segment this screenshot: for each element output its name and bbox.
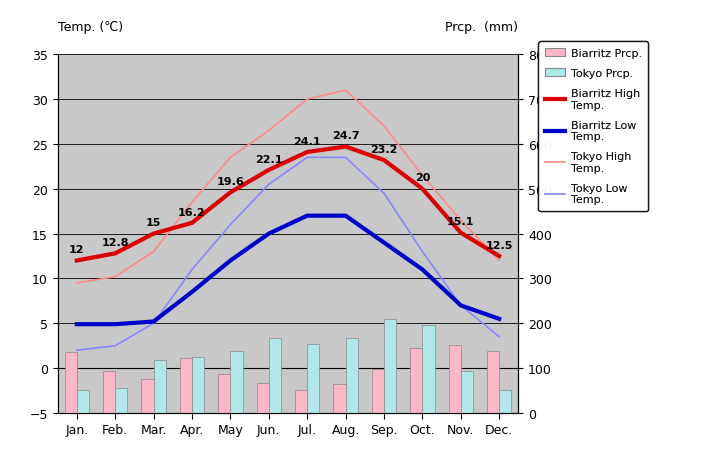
Bar	[372, 369, 384, 413]
Bar	[295, 390, 307, 413]
Text: 15.1: 15.1	[447, 217, 474, 227]
Bar	[141, 380, 153, 413]
Text: 12.8: 12.8	[102, 238, 129, 247]
Bar	[180, 358, 192, 413]
Text: Prcp.  (mm): Prcp. (mm)	[446, 21, 518, 34]
Bar	[410, 348, 423, 413]
Bar	[77, 390, 89, 413]
Text: 23.2: 23.2	[370, 145, 397, 154]
Bar	[384, 319, 396, 413]
Text: 12.5: 12.5	[485, 240, 513, 250]
Bar	[346, 338, 358, 413]
Legend: Biarritz Prcp., Tokyo Prcp., Biarritz High
Temp., Biarritz Low
Temp., Tokyo High: Biarritz Prcp., Tokyo Prcp., Biarritz Hi…	[539, 42, 649, 212]
Bar	[499, 390, 511, 413]
Text: 20: 20	[415, 173, 430, 183]
Text: 12: 12	[69, 245, 84, 255]
Bar	[256, 384, 269, 413]
Bar	[103, 371, 115, 413]
Text: Temp. (℃): Temp. (℃)	[58, 21, 122, 34]
Bar	[487, 351, 499, 413]
Bar	[218, 374, 230, 413]
Text: 24.1: 24.1	[293, 136, 321, 146]
Bar	[333, 384, 346, 413]
Bar	[423, 325, 435, 413]
Bar	[65, 352, 77, 413]
Text: 22.1: 22.1	[255, 154, 282, 164]
Bar	[115, 388, 127, 413]
Bar	[230, 351, 243, 413]
Text: 19.6: 19.6	[217, 177, 244, 187]
Bar	[449, 345, 461, 413]
Bar	[461, 371, 473, 413]
Bar	[192, 357, 204, 413]
Bar	[153, 360, 166, 413]
Bar	[269, 338, 281, 413]
Text: 24.7: 24.7	[332, 131, 359, 141]
Text: 16.2: 16.2	[178, 207, 206, 217]
Text: 15: 15	[146, 218, 161, 228]
Bar	[307, 344, 320, 413]
